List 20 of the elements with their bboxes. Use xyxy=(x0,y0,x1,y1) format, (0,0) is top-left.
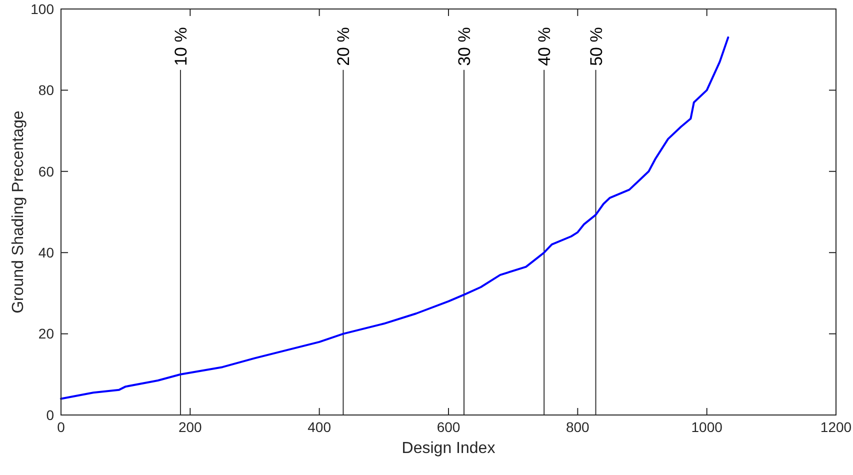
y-tick-label: 80 xyxy=(38,82,54,98)
annotation: 20 % xyxy=(334,27,354,66)
x-tick-label: 400 xyxy=(308,419,332,435)
annotation: 40 % xyxy=(535,27,554,66)
x-tick-label: 0 xyxy=(57,419,66,435)
annotation: 30 % xyxy=(455,27,474,66)
y-tick-label: 100 xyxy=(30,0,54,17)
annotation: 50 % xyxy=(586,27,606,66)
x-tick-label: 600 xyxy=(436,419,460,435)
y-tick-label: 20 xyxy=(38,326,54,342)
y-axis-title: Ground Shading Precentage xyxy=(10,110,27,314)
x-tick-label: 200 xyxy=(178,419,202,435)
y-tick-label: 0 xyxy=(46,406,54,423)
y-tick-label: 40 xyxy=(38,244,54,260)
x-tick-label: 1200 xyxy=(820,419,852,435)
x-tick-label: 800 xyxy=(566,419,590,435)
y-tick-label: 60 xyxy=(38,163,54,180)
annotation: 10 % xyxy=(171,27,190,66)
x-tick-label: 1000 xyxy=(691,419,723,435)
x-axis-title: Design Index xyxy=(402,440,496,457)
